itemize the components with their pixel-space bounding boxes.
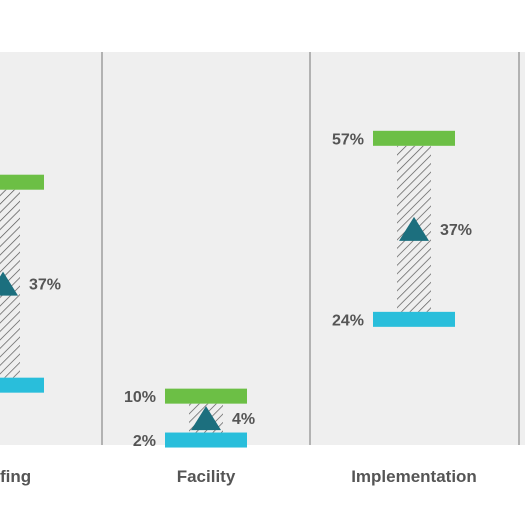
delta-label-implementation: 37% — [440, 222, 472, 239]
delta-marker-staffing — [0, 271, 18, 296]
lower-value-label-implementation: 24% — [332, 312, 364, 329]
upper-value-label-implementation: 57% — [332, 131, 364, 148]
upper-bar-facility — [165, 388, 247, 404]
upper-bar-staffing — [0, 174, 44, 190]
plot-background — [0, 52, 525, 445]
delta-marker-facility — [191, 406, 221, 431]
lower-bar-facility — [165, 432, 247, 448]
lower-value-label-facility: 2% — [133, 433, 156, 450]
delta-marker-implementation — [399, 216, 429, 241]
lower-bar-staffing — [0, 377, 44, 393]
upper-value-label-facility: 10% — [124, 389, 156, 406]
delta-label-staffing: 37% — [29, 277, 61, 294]
lower-bar-implementation — [373, 311, 455, 327]
category-label-implementation: Implementation — [351, 467, 477, 486]
category-labels: fing Facility Implementation — [0, 467, 477, 486]
dumbbell-marks: 37% 4% 10% 2% 37% 57% 24% — [0, 130, 472, 450]
column-dividers — [101, 52, 520, 445]
upper-bar-implementation — [373, 130, 455, 146]
category-label-facility: Facility — [177, 467, 236, 486]
category-label-staffing: fing — [0, 467, 31, 486]
delta-label-facility: 4% — [232, 411, 255, 428]
